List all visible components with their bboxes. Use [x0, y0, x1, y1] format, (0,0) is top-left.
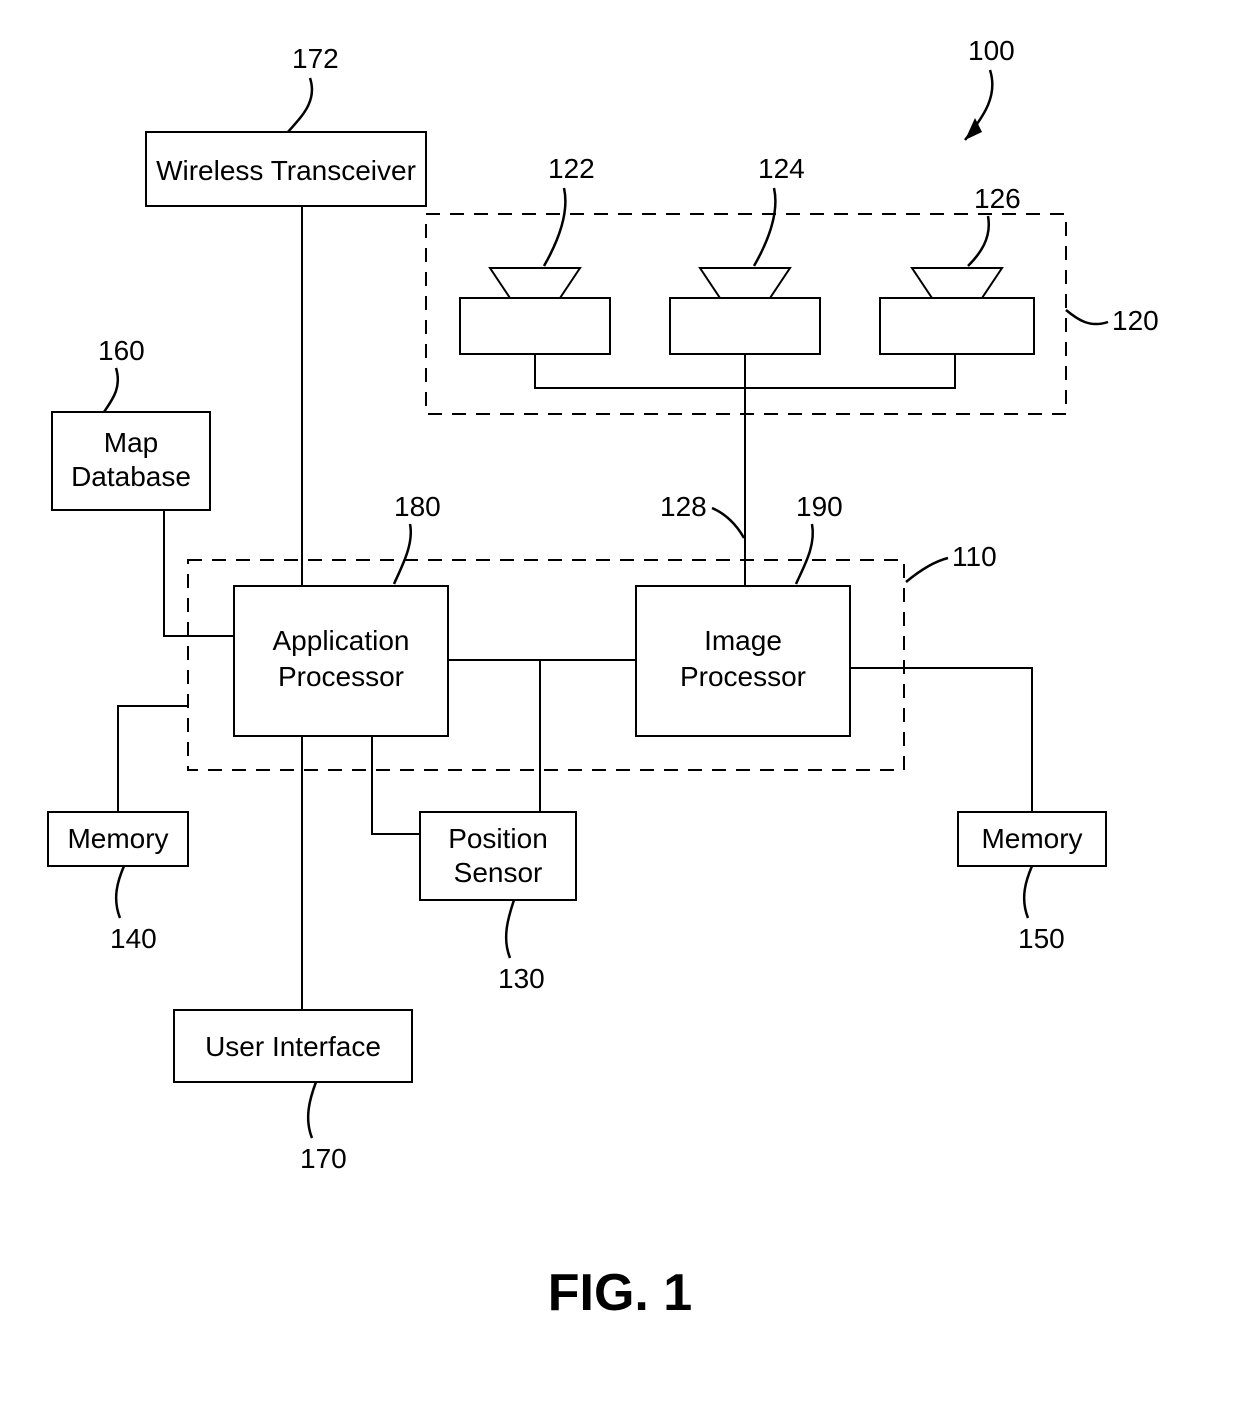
svg-text:180: 180 [394, 491, 441, 522]
image-processor: Image Processor [636, 586, 850, 736]
svg-text:150: 150 [1018, 923, 1065, 954]
ref-120: 120 [1066, 305, 1159, 336]
svg-text:126: 126 [974, 183, 1021, 214]
svg-text:130: 130 [498, 963, 545, 994]
camera-3 [880, 268, 1034, 354]
link-mapdb-appproc [164, 510, 234, 636]
svg-text:128: 128 [660, 491, 707, 522]
link-memright [850, 668, 1032, 812]
wireless-transceiver: Wireless Transceiver [146, 132, 426, 206]
ref-122: 122 [544, 153, 595, 266]
svg-text:Processor: Processor [680, 661, 806, 692]
ref-124: 124 [754, 153, 805, 266]
ref-126: 126 [968, 183, 1021, 266]
svg-text:Sensor: Sensor [454, 857, 543, 888]
svg-text:160: 160 [98, 335, 145, 366]
svg-text:Image: Image [704, 625, 782, 656]
ref-160: 160 [98, 335, 145, 412]
ref-140: 140 [110, 866, 157, 954]
svg-text:Database: Database [71, 461, 191, 492]
memory-right: Memory [958, 812, 1106, 866]
ref-170: 170 [300, 1082, 347, 1174]
svg-text:172: 172 [292, 43, 339, 74]
wireless-label: Wireless Transceiver [156, 155, 416, 186]
svg-text:Processor: Processor [278, 661, 404, 692]
ref-128: 128 [660, 491, 744, 538]
svg-text:User Interface: User Interface [205, 1031, 381, 1062]
user-interface: User Interface [174, 1010, 412, 1082]
svg-text:Memory: Memory [67, 823, 168, 854]
svg-text:Memory: Memory [981, 823, 1082, 854]
ref-150: 150 [1018, 866, 1065, 954]
svg-text:122: 122 [548, 153, 595, 184]
position-sensor: Position Sensor [420, 812, 576, 900]
svg-text:Position: Position [448, 823, 548, 854]
link-appproc-pos [372, 736, 420, 834]
camera-2 [670, 268, 820, 354]
ref-110: 110 [906, 541, 997, 582]
ref-180: 180 [394, 491, 441, 584]
svg-text:110: 110 [952, 541, 997, 572]
ref-100-label: 100 [968, 35, 1015, 66]
map-database: Map Database [52, 412, 210, 510]
memory-left: Memory [48, 812, 188, 866]
svg-text:Map: Map [104, 427, 158, 458]
link-memleft [118, 706, 188, 812]
svg-text:Application: Application [273, 625, 410, 656]
figure-label: FIG. 1 [548, 1264, 692, 1322]
ref-190: 190 [796, 491, 843, 584]
svg-text:190: 190 [796, 491, 843, 522]
svg-text:140: 140 [110, 923, 157, 954]
svg-text:170: 170 [300, 1143, 347, 1174]
ref-100: 100 [965, 35, 1015, 140]
ref-172: 172 [288, 43, 339, 132]
application-processor: Application Processor [234, 586, 448, 736]
ref-130: 130 [498, 900, 545, 994]
svg-text:120: 120 [1112, 305, 1159, 336]
camera-1 [460, 268, 610, 354]
patent-block-diagram: 100 Wireless Transceiver 172 120 122 124 [0, 0, 1240, 1404]
svg-text:124: 124 [758, 153, 805, 184]
